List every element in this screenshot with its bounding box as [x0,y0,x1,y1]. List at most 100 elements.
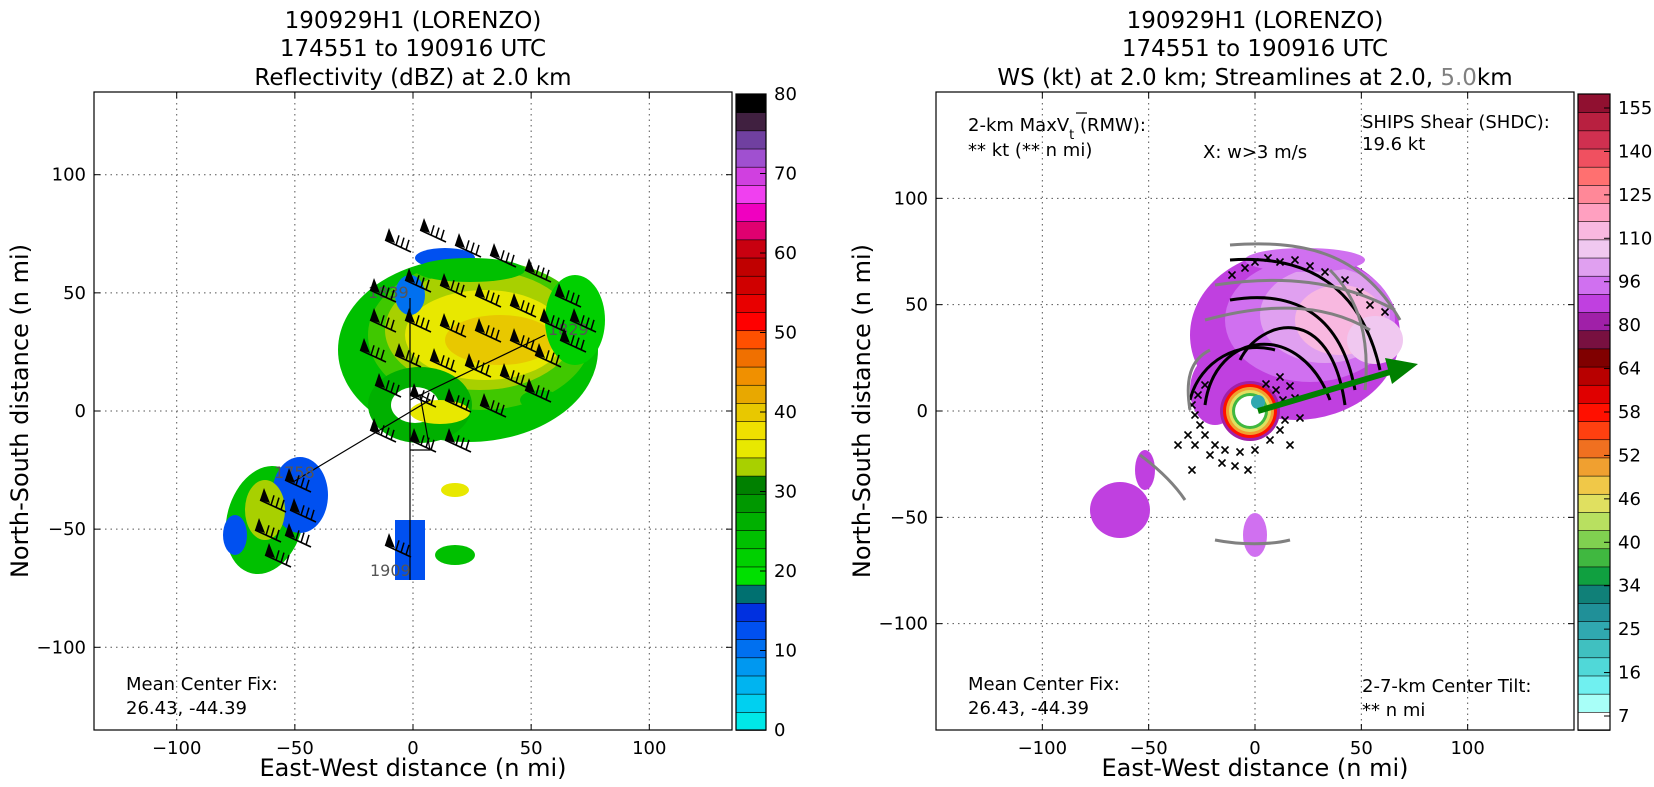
left-colorbar-label-5: 50 [774,323,797,344]
right-title-line-3-b: 5.0 [1440,65,1477,91]
wind-barb-30 [369,418,397,443]
left-colorbar-cell-23 [735,293,767,313]
right-colorbar-cell-6 [1577,602,1611,622]
right-title-line-3: WS (kt) at 2.0 km; Streamlines at 2.0, 5… [997,65,1512,91]
right-colorbar-label-1: 16 [1618,663,1641,684]
wind-barb-17 [474,318,502,343]
right-colorbar-label-14: 155 [1618,98,1652,119]
right-colorbar-cell-27 [1577,220,1611,241]
wind-barb-20 [359,338,387,363]
right-colorbar-label-2: 25 [1618,619,1641,640]
wind-barb-4 [524,258,552,283]
w-marker-12 [1200,380,1210,390]
wind-barb-33 [284,468,312,493]
wind-barb-18 [509,328,537,353]
w-marker-28 [1275,372,1285,382]
left-colorbar-cell-20 [735,348,767,368]
left-colorbar-cell-32 [735,130,767,150]
wind-barb-28 [444,388,472,413]
w-marker-legend: X: w>3 m/s [1203,142,1307,163]
wind-barb-22 [429,348,457,373]
wind-barb-24 [499,363,527,388]
left-colorbar-cell-12 [735,493,767,513]
wind-barb-16 [439,313,467,338]
track-label-1: 1839 [368,283,409,302]
left-panel: 190929H1 (LORENZO) 174551 to 190916 UTC … [6,8,797,782]
left-colorbar-cell-16 [735,420,767,441]
left-x-tick-label-2: 0 [407,738,418,759]
right-x-tick-label-2: 0 [1249,738,1260,759]
reflectivity-sw-cell [223,457,328,575]
right-colorbar-cell-30 [1577,166,1611,186]
left-y-tick-label-0: −100 [37,637,86,658]
right-colorbar-label-10: 96 [1618,272,1641,293]
right-colorbar-label-3: 34 [1618,576,1641,597]
right-y-tick-label-4: 100 [894,188,928,209]
streamlines [1139,242,1402,546]
maxvt-label-tail: (RMW): [1074,115,1146,136]
right-x-tick-label-0: −100 [1018,738,1067,759]
wind-barb-34 [259,488,287,513]
track-label-4: 1909 [370,561,411,580]
wind-barb-21 [394,343,422,368]
wind-barb-13 [559,328,587,353]
left-colorbar-label-7: 70 [774,164,797,185]
wind-barb-26 [374,373,402,398]
left-x-tick-label-4: 100 [632,738,666,759]
right-colorbar-cell-0 [1577,711,1611,731]
wind-barb-27 [409,383,437,408]
wind-barb-8 [404,268,432,293]
left-colorbar-cell-28 [735,202,767,222]
wind-barb-9 [439,273,467,298]
left-colorbar-cell-22 [735,311,767,332]
right-colorbar-cell-18 [1577,384,1611,404]
right-x-tick-label-3: 50 [1350,738,1373,759]
left-x-tick-label-3: 50 [520,738,543,759]
wind-barb-5 [554,283,582,308]
wind-barb-11 [509,293,537,318]
left-reflectivity-field [223,248,605,580]
ships-shear-value: 19.6 kt [1362,134,1425,155]
shear-vector [1257,358,1418,414]
left-colorbar-label-8: 80 [774,84,797,105]
track-label-2: 1829 [548,320,589,339]
right-colorbar-cell-13 [1577,475,1611,495]
w-marker-10 [1240,263,1250,273]
w-marker-22 [1265,435,1275,445]
wind-barb-7 [369,278,397,303]
left-colorbar-label-2: 20 [774,561,797,582]
left-axis-ticks: −100 −50 0 50 100 −100 −50 0 50 100 [37,92,732,759]
w-marker-15 [1190,410,1200,420]
left-colorbar-cell-29 [735,184,767,204]
wind-barb-14 [369,308,397,333]
right-mean-center-value: 26.43, -44.39 [968,698,1089,719]
right-colorbar-cell-10 [1577,529,1611,550]
right-colorbar-label-6: 52 [1618,445,1641,466]
w-marker-11 [1227,270,1237,280]
right-colorbar-cell-28 [1577,202,1611,222]
left-colorbar-cell-2 [735,675,767,695]
right-y-tick-label-3: 50 [905,295,928,316]
w-marker-37 [1173,440,1183,450]
w-marker-27 [1261,379,1271,389]
w-marker-9 [1380,307,1390,317]
right-colorbar-cell-34 [1577,93,1611,113]
right-title-line-1: 190929H1 (LORENZO) [1127,8,1384,34]
left-colorbar-cell-9 [735,547,767,568]
right-colorbar-cell-29 [1577,184,1611,204]
left-colorbar-label-0: 0 [774,720,785,741]
wind-barb-23 [464,353,492,378]
ships-shear-label: SHIPS Shear (SHDC): [1362,112,1550,133]
w-marker-29 [1285,381,1295,391]
w-marker-40 [1295,413,1305,423]
right-colorbar-cell-33 [1577,111,1611,132]
windspeed-sw-cell [1090,450,1267,557]
wind-barb-1 [419,218,447,243]
right-y-tick-label-2: 0 [917,401,928,422]
left-y-tick-label-2: 0 [75,401,86,422]
wind-barb-12 [539,308,567,333]
right-colorbar-cell-32 [1577,130,1611,150]
wind-barb-3 [489,243,517,268]
right-colorbar-cell-4 [1577,638,1611,659]
